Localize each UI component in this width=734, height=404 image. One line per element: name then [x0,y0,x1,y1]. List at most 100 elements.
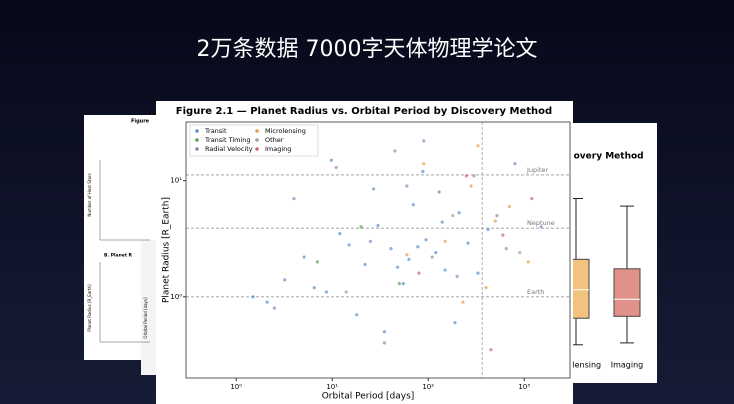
point [344,290,348,294]
point [397,281,401,286]
legend-marker [195,129,199,133]
point [476,144,480,148]
point [382,330,387,334]
point [493,219,497,223]
y-tick-label: 10⁰ [170,293,182,301]
legend-marker [255,138,259,142]
point [530,197,534,201]
point [272,306,276,310]
point [461,300,465,304]
point [355,313,359,317]
point [495,214,499,218]
point [501,233,505,237]
point [401,281,405,286]
point [526,260,530,264]
axis-label: Planet Radius [R_Earth] [87,284,92,332]
legend-marker [195,138,199,142]
point [347,243,351,247]
point [359,225,363,229]
point [372,187,376,191]
point [424,238,428,242]
point [421,169,425,174]
point [334,165,338,170]
point [469,184,473,188]
point [292,197,296,201]
legend-marker [255,147,259,151]
y-axis-label: Planet Radius [R_Earth] [162,197,172,303]
point [430,255,434,259]
point [437,190,441,194]
point [455,274,459,278]
chart-title: Figure 2.1 — Planet Radius vs. Orbital P… [176,106,552,117]
point [507,204,511,209]
reference-label: Earth [527,288,544,296]
point [389,247,393,251]
panel-title: B. Planet R [104,253,133,259]
point [539,225,543,229]
point [363,262,367,267]
x-tick-label: 10⁰ [230,383,242,391]
point [443,268,447,272]
point [453,320,457,325]
point [315,260,319,264]
point [513,162,517,166]
point [329,158,333,162]
x-tick-label: 10¹ [326,383,338,391]
legend-label: Transit [204,127,227,135]
point [416,245,420,249]
point [472,174,476,178]
y-tick-label: 10¹ [170,177,182,185]
axes-frame [185,121,571,379]
point [283,278,287,282]
slide-title: 2万条数据 7000字天体物理学论文 [197,37,538,62]
chart-title: Discovery Method [552,152,643,162]
legend-label: Imaging [265,145,291,153]
axis-label: Orbital Period [days] [143,297,148,339]
point [518,251,522,255]
point [484,286,488,290]
axis-label: Number of Host Stars [87,173,92,216]
point [443,239,447,244]
reference-label: Neptune [527,219,555,227]
point [411,203,415,207]
box [613,268,641,317]
point [504,247,508,251]
point [486,227,490,232]
point [464,174,468,178]
point [407,257,411,261]
point [405,184,409,188]
point [324,290,328,294]
legend-label: Radial Velocity [205,145,253,153]
point [422,139,426,143]
point [434,251,438,255]
legend-marker [195,147,199,151]
point [368,239,372,244]
point [393,149,397,153]
point [265,300,269,304]
point [302,255,306,259]
point [417,271,421,275]
point [451,214,455,218]
point [338,232,342,236]
x-axis-label: Orbital Period [days] [322,392,415,402]
point [422,162,426,166]
point [466,241,470,245]
x-tick-label: Microlensing [551,361,601,370]
point [476,271,480,275]
card-title: Figure [131,119,150,125]
legend [189,124,319,157]
point [251,295,255,299]
point [382,341,387,345]
reference-label: Jupiter [526,166,549,174]
legend-marker [255,129,259,133]
point [457,211,461,215]
legend-label: Other [265,136,284,144]
x-tick-label: 10² [422,383,434,391]
point [312,286,316,290]
point [489,348,493,352]
x-tick-label: 10³ [518,383,530,391]
point [405,253,409,257]
x-tick-label: Imaging [611,361,644,370]
